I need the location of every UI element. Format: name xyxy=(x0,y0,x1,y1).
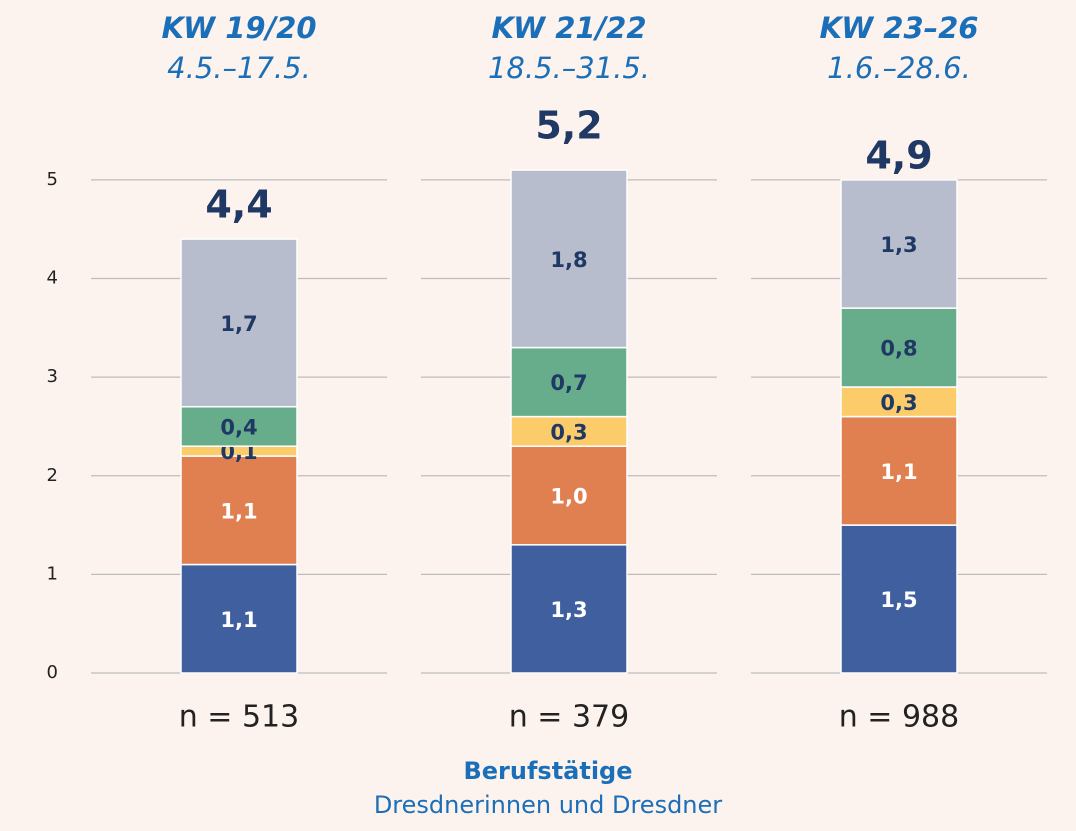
segment-label: 1,3 xyxy=(880,233,917,257)
y-tick-label: 3 xyxy=(47,366,58,387)
segment-label: 0,3 xyxy=(550,420,587,444)
bar-segment xyxy=(510,445,628,546)
category-label: KW 23–26 xyxy=(820,11,979,45)
category-label: KW 19/20 xyxy=(161,11,316,45)
bar-segment xyxy=(180,238,298,408)
y-tick-label: 5 xyxy=(47,169,58,190)
category-date: 4.5.–17.5. xyxy=(167,51,311,85)
bar-segment xyxy=(510,169,628,349)
segment-label: 1,0 xyxy=(550,484,587,508)
total-label: 5,2 xyxy=(535,104,602,148)
total-label: 4,4 xyxy=(205,183,272,227)
bar-segment xyxy=(840,386,958,418)
n-label: n = 513 xyxy=(179,700,299,735)
segment-label: 0,4 xyxy=(220,415,257,439)
bar-segment xyxy=(840,307,958,388)
chart-subtitle: Dresdnerinnen und Dresdner xyxy=(374,791,722,819)
chart-title: Berufstätige xyxy=(463,757,632,785)
segment-label: 0,8 xyxy=(880,337,917,361)
segment-label: 1,7 xyxy=(220,312,257,336)
n-label: n = 988 xyxy=(839,700,959,735)
category-date: 18.5.–31.5. xyxy=(488,51,650,85)
bar-segment xyxy=(840,415,958,526)
segment-label: 1,1 xyxy=(220,499,257,523)
segment-label: 0,3 xyxy=(880,391,917,415)
y-tick-label: 0 xyxy=(47,662,58,683)
category-label: KW 21/22 xyxy=(491,11,646,45)
segment-label: 1,1 xyxy=(220,608,257,632)
y-tick-label: 1 xyxy=(47,563,58,584)
segment-label: 1,5 xyxy=(880,588,917,612)
bar-segment xyxy=(510,415,628,447)
segment-label: 1,1 xyxy=(880,460,917,484)
bar-segment xyxy=(840,524,958,674)
segment-label: 1,3 xyxy=(550,598,587,622)
total-label: 4,9 xyxy=(865,133,932,177)
bar-segment xyxy=(840,179,958,309)
n-label: n = 379 xyxy=(509,700,629,735)
y-tick-label: 4 xyxy=(47,268,58,289)
bar-segment xyxy=(180,405,298,447)
bar-segment xyxy=(510,544,628,674)
category-date: 1.6.–28.6. xyxy=(827,51,971,85)
segment-label: 0,7 xyxy=(550,371,587,395)
y-tick-label: 2 xyxy=(47,465,58,486)
bar-segment xyxy=(510,346,628,418)
segment-label: 1,8 xyxy=(550,248,587,272)
